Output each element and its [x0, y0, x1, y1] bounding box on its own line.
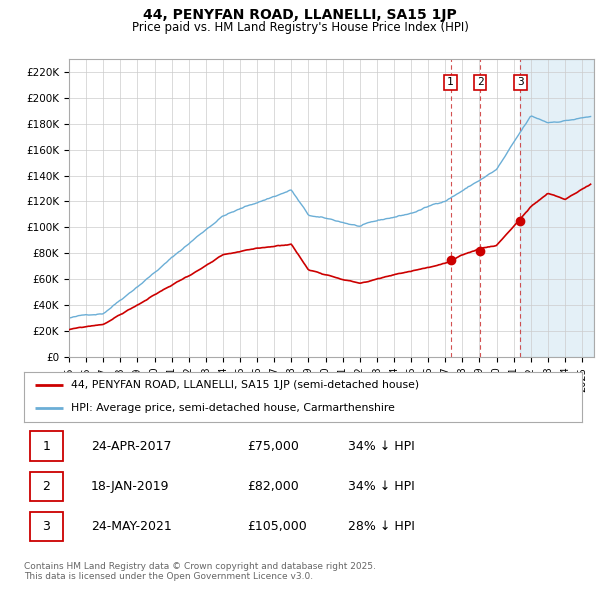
Bar — [520, 59, 594, 357]
FancyBboxPatch shape — [29, 512, 63, 542]
FancyBboxPatch shape — [29, 431, 63, 461]
Text: 34% ↓ HPI: 34% ↓ HPI — [347, 440, 415, 453]
Text: Contains HM Land Registry data © Crown copyright and database right 2025.
This d: Contains HM Land Registry data © Crown c… — [24, 562, 376, 581]
Text: 3: 3 — [43, 520, 50, 533]
Text: 28% ↓ HPI: 28% ↓ HPI — [347, 520, 415, 533]
Text: 2: 2 — [43, 480, 50, 493]
Text: 44, PENYFAN ROAD, LLANELLI, SA15 1JP: 44, PENYFAN ROAD, LLANELLI, SA15 1JP — [143, 8, 457, 22]
Text: 1: 1 — [447, 77, 454, 87]
Text: £75,000: £75,000 — [247, 440, 299, 453]
Text: Price paid vs. HM Land Registry's House Price Index (HPI): Price paid vs. HM Land Registry's House … — [131, 21, 469, 34]
Text: 2: 2 — [477, 77, 484, 87]
FancyBboxPatch shape — [29, 471, 63, 502]
Text: HPI: Average price, semi-detached house, Carmarthenshire: HPI: Average price, semi-detached house,… — [71, 404, 395, 414]
Text: 18-JAN-2019: 18-JAN-2019 — [91, 480, 169, 493]
Text: 3: 3 — [517, 77, 524, 87]
Text: 24-MAY-2021: 24-MAY-2021 — [91, 520, 172, 533]
Text: £105,000: £105,000 — [247, 520, 307, 533]
Text: 44, PENYFAN ROAD, LLANELLI, SA15 1JP (semi-detached house): 44, PENYFAN ROAD, LLANELLI, SA15 1JP (se… — [71, 380, 419, 390]
Text: 34% ↓ HPI: 34% ↓ HPI — [347, 480, 415, 493]
Text: £82,000: £82,000 — [247, 480, 299, 493]
Text: 24-APR-2017: 24-APR-2017 — [91, 440, 172, 453]
Text: 1: 1 — [43, 440, 50, 453]
